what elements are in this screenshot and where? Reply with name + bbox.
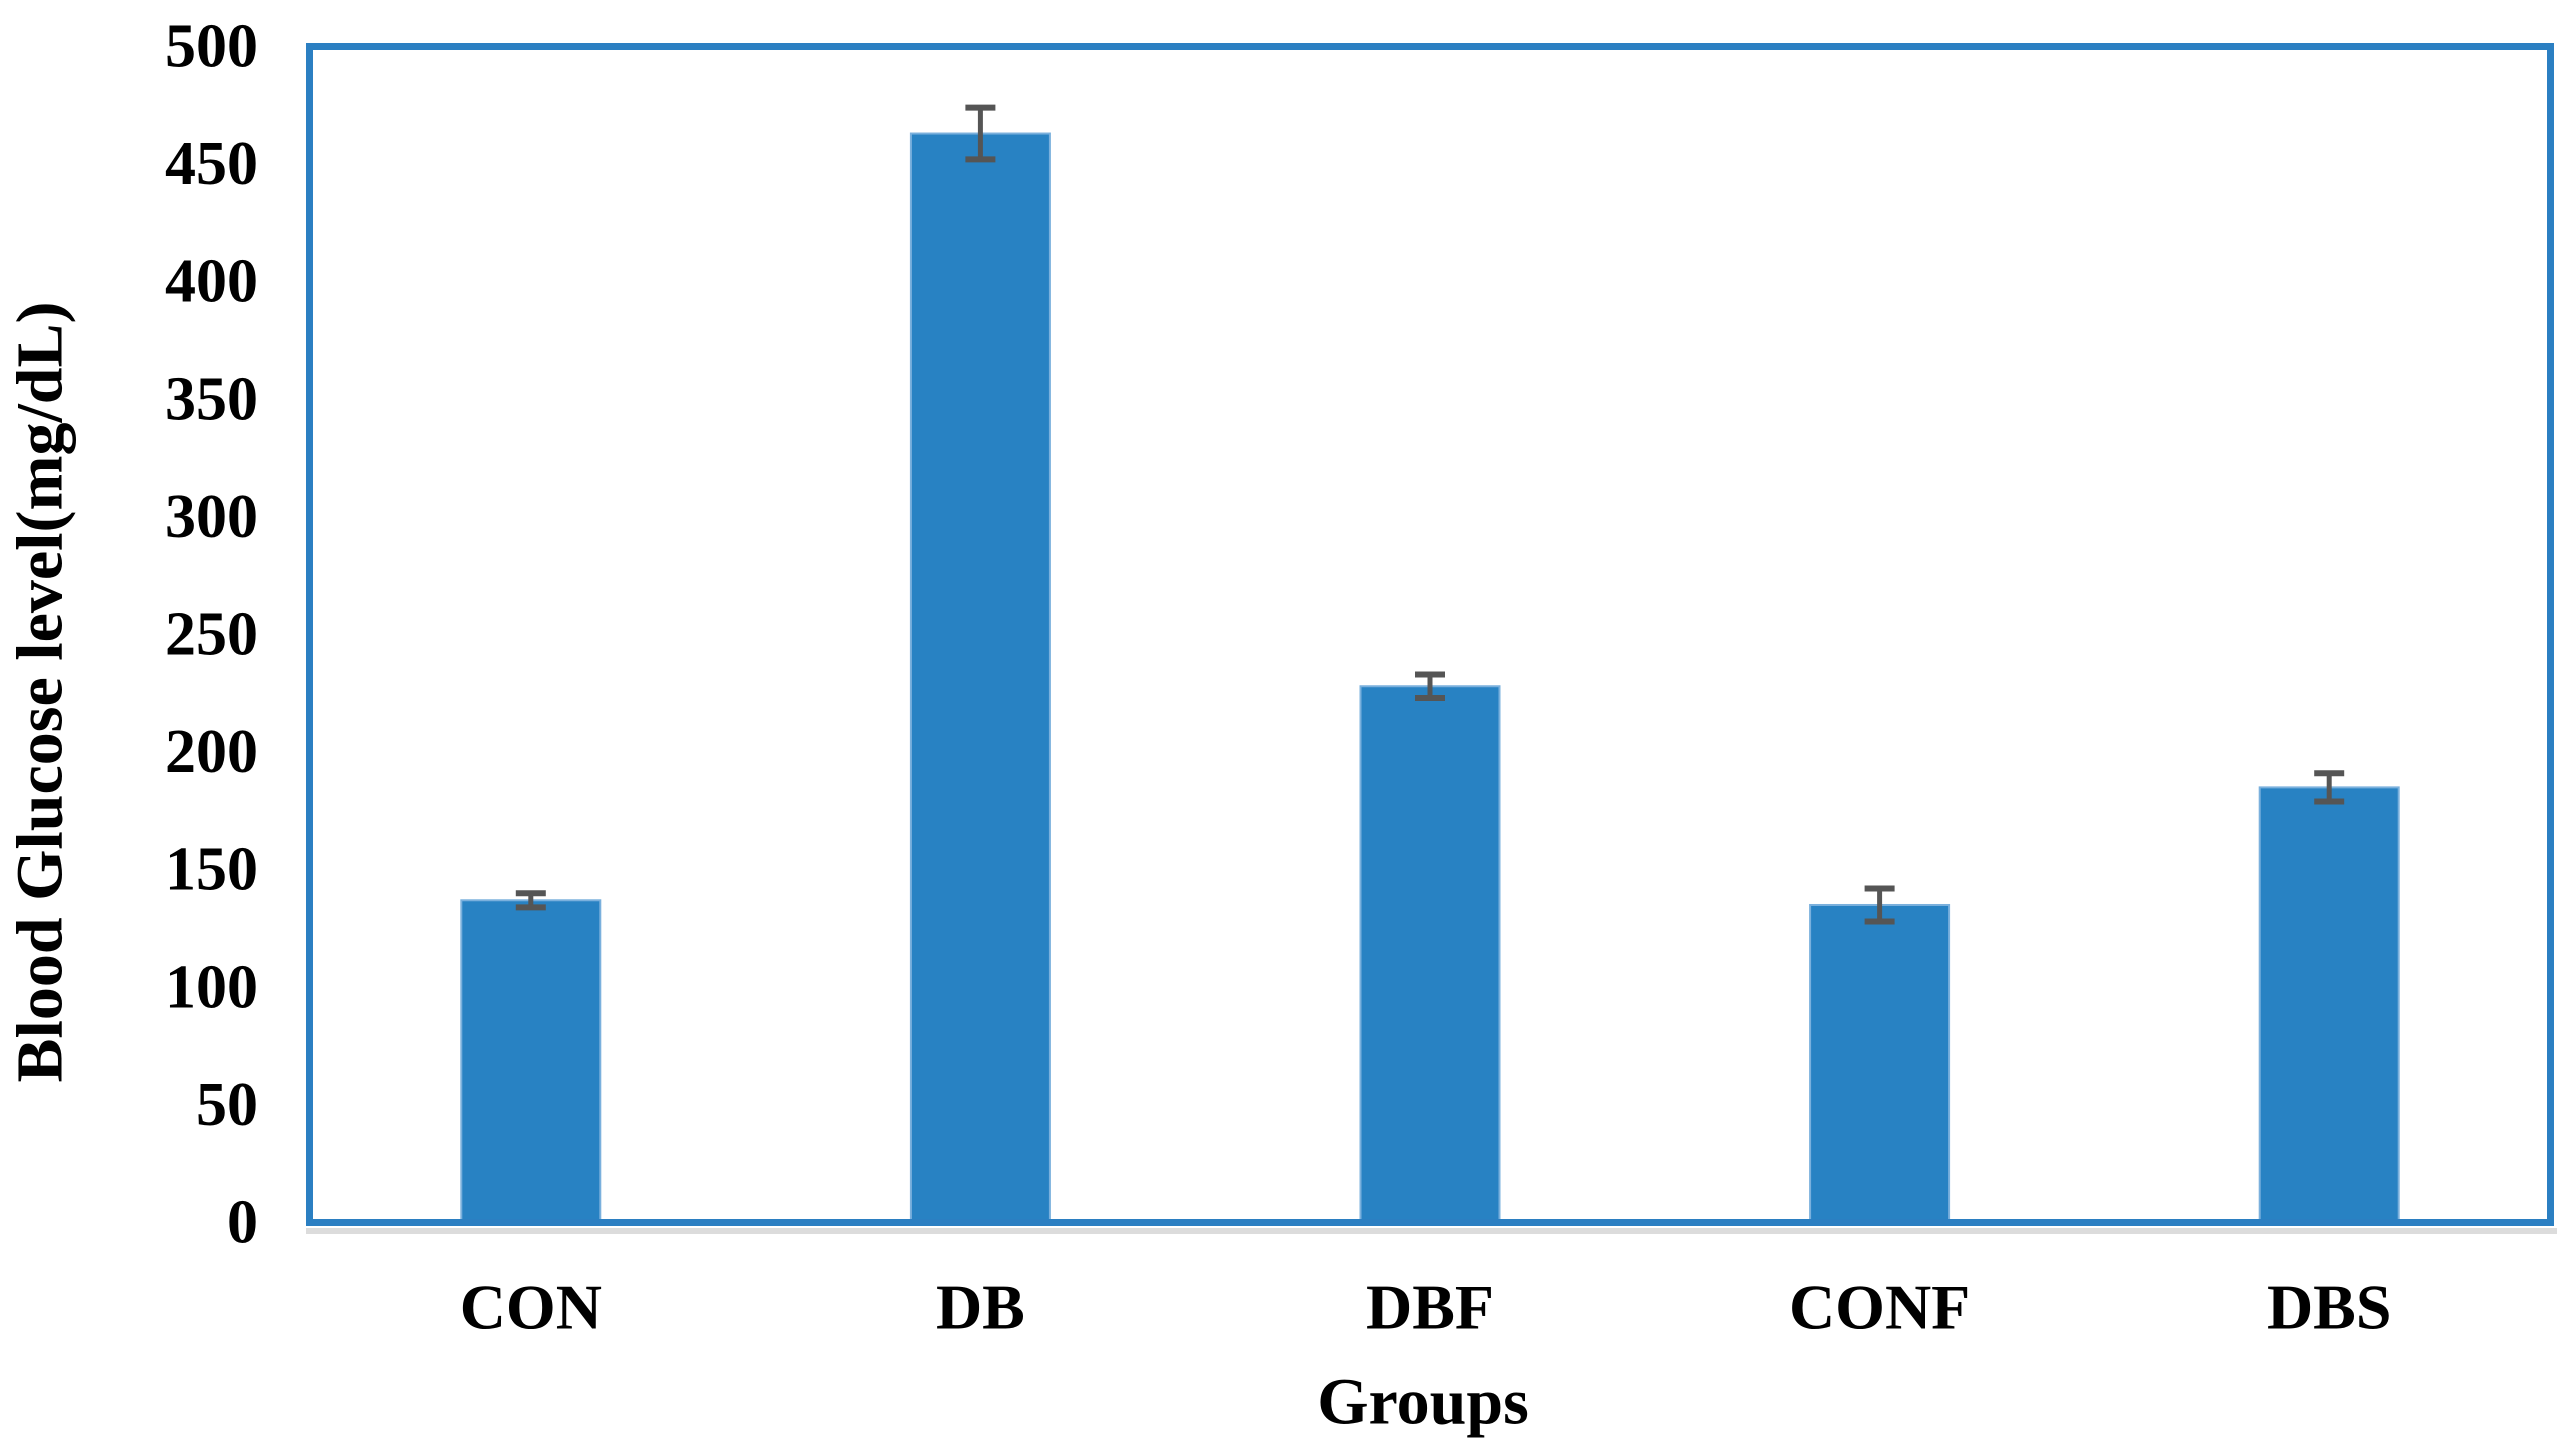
error-bar-db [965,104,996,163]
y-tick-label-500: 500 [165,13,258,81]
plot-frame [306,43,2554,1226]
x-tick-label-conf: CONF [1789,1272,1970,1343]
bar-db [909,132,1051,1224]
y-tick-label-300: 300 [165,483,258,551]
x-tick-label-dbs: DBS [2267,1272,2392,1343]
error-bar-con [515,890,546,911]
y-tick-label-350: 350 [165,365,258,433]
y-tick-label-50: 50 [196,1071,258,1139]
x-tick-label-dbf: DBF [1366,1272,1494,1343]
x-tick-label-con: CON [460,1272,602,1343]
y-axis-title: Blood Glucose level(mg/dL) [4,302,77,1083]
y-tick-label-450: 450 [165,130,258,198]
bar-conf [1809,903,1951,1224]
axis-tick-labels-layer: 0 50 100 150 200 250 300 350 400 450 500 CON DB DBF CO… [165,13,2391,1343]
bar-dbs [2258,786,2400,1224]
bar-dbf [1359,685,1501,1224]
error-bar-dbf [1415,671,1445,702]
bar-con [460,899,602,1224]
error-bar-dbs [2314,770,2345,805]
y-tick-label-0: 0 [227,1189,258,1257]
y-tick-label-200: 200 [165,718,258,786]
error-bar-conf [1864,885,1895,925]
y-tick-label-250: 250 [165,601,258,669]
x-axis-title: Groups [1317,1366,1529,1439]
axis-shadow-line [306,1228,2557,1234]
y-tick-label-100: 100 [165,953,258,1021]
y-tick-label-150: 150 [165,836,258,904]
plot-frame-layer [306,43,2557,1234]
x-tick-label-db: DB [936,1272,1025,1343]
y-tick-label-400: 400 [165,248,258,316]
error-bars-layer [515,104,2345,925]
